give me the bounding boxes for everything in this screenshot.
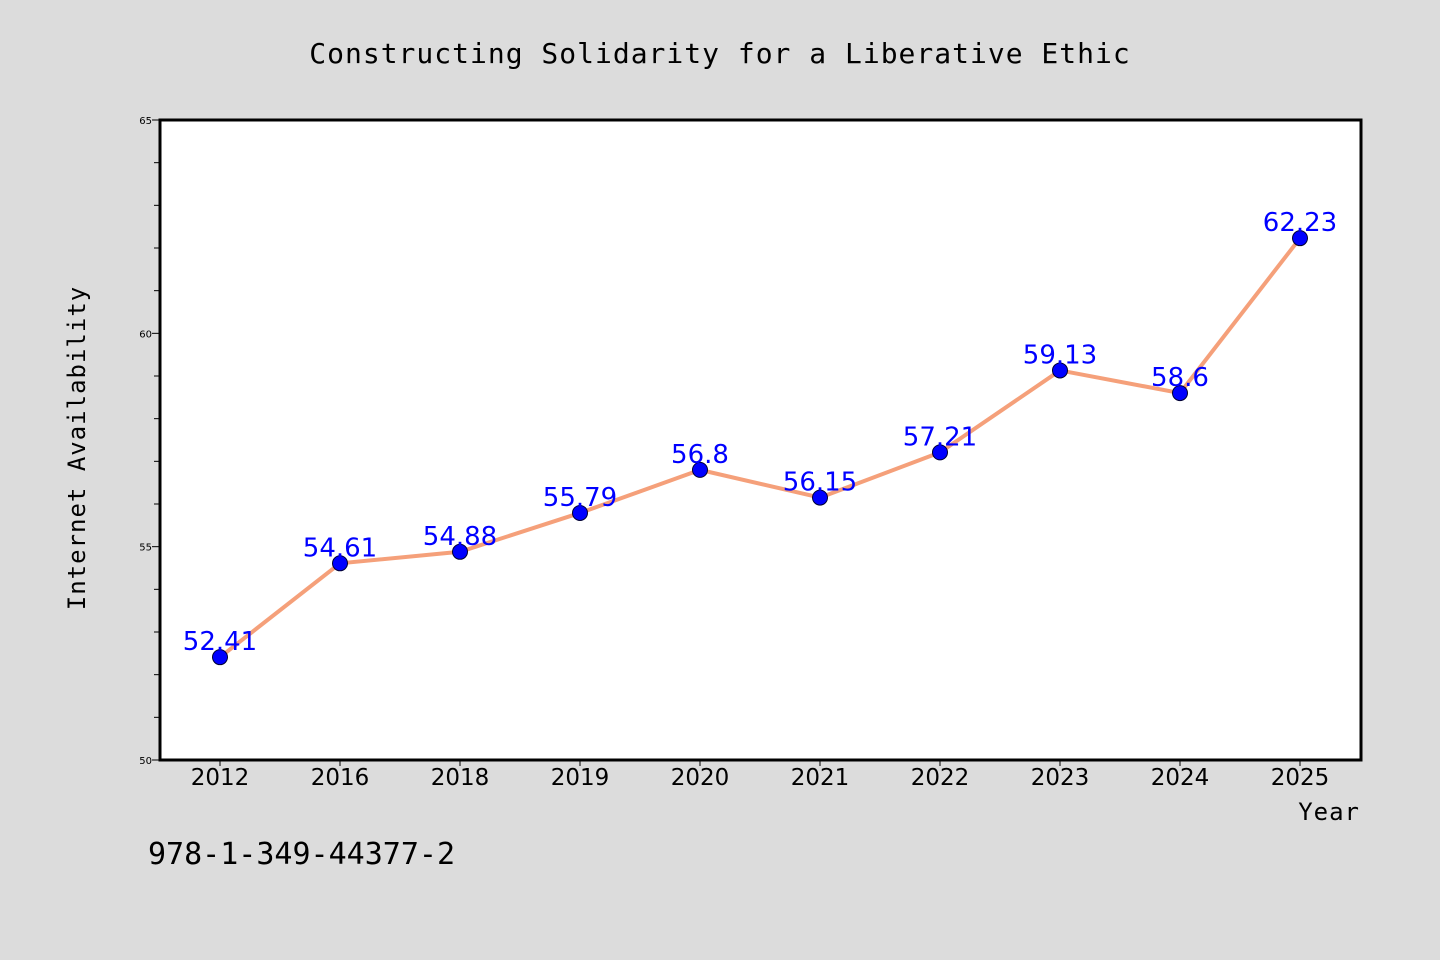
chart-title: Constructing Solidarity for a Liberative… [309,37,1130,70]
x-axis: 2012 2016 2018 2019 2020 2021 2022 2023 2024 2025 [191,760,1330,791]
data-point [692,461,708,478]
data-point [212,649,228,666]
plot-area [158,118,1363,762]
x-tick-label: 2025 [1271,765,1330,791]
data-label: 57.21 [903,422,977,452]
data-label: 56.15 [783,468,857,498]
y-tick-label: 50 [139,756,152,767]
data-label-layer: 52.41 54.61 54.88 55.79 56.8 56.15 57.21 59.13 5… [183,208,1337,657]
data-point [812,489,828,506]
data-label: 55.79 [543,483,617,513]
x-tick-label: 2018 [431,765,490,791]
data-label: 58.6 [1151,363,1209,393]
data-point [452,543,468,560]
x-tick-label: 2021 [791,765,850,791]
data-label: 54.61 [303,533,377,563]
data-point [1052,362,1068,379]
data-label: 56.8 [671,440,729,470]
data-point [572,504,588,521]
x-tick-label: 2022 [911,765,970,791]
x-tick-label: 2024 [1151,765,1210,791]
x-axis-label: Year [1298,798,1360,826]
data-label: 52.41 [183,627,257,657]
data-point [932,444,948,461]
x-tick-label: 2020 [671,765,730,791]
data-label: 54.88 [423,522,497,552]
x-tick-label: 2016 [311,765,370,791]
x-tick-label: 2019 [551,765,610,791]
y-tick-label: 55 [139,543,152,554]
series-layer [212,230,1308,666]
data-point [332,555,348,572]
y-axis: 50 55 60 65 [139,116,160,767]
data-point [1172,385,1188,402]
data-point [1292,230,1308,247]
data-label: 62.23 [1263,208,1337,238]
y-axis-label: Internet Availability [63,286,91,610]
isbn-label: 978-1-349-44377-2 [148,837,455,872]
y-tick-label: 65 [139,116,152,127]
y-tick-label: 60 [139,329,152,340]
x-tick-label: 2012 [191,765,250,791]
series-line [218,236,1302,660]
x-tick-label: 2023 [1031,765,1090,791]
data-label: 59.13 [1023,340,1097,370]
